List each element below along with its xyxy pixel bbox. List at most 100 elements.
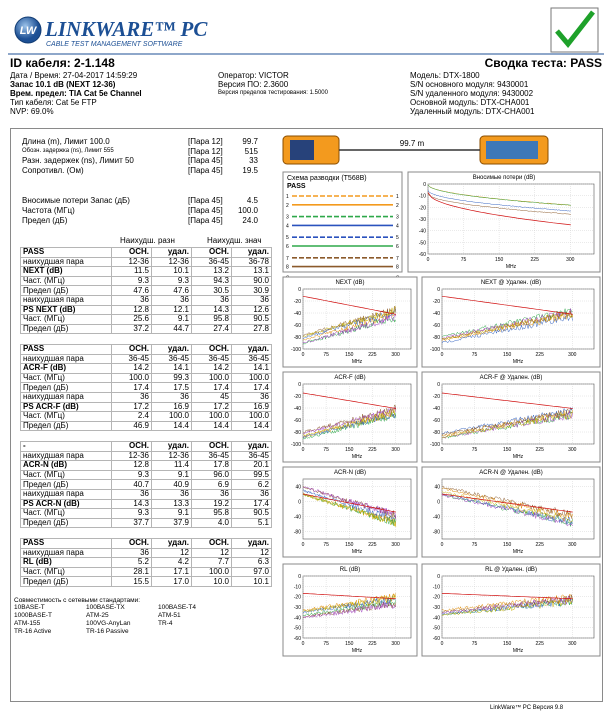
result-cell: 40.7 — [111, 479, 152, 490]
result-cell: удал. — [151, 441, 192, 452]
y-tick-label: -100 — [430, 442, 440, 448]
result-cell: наихудшая пара — [20, 450, 112, 462]
trace — [441, 491, 573, 523]
result-cell: 36-45 — [191, 450, 232, 462]
summary-label: Обозн. задержка (ns), Лимит 555 — [22, 148, 114, 154]
result-cell: 36 — [231, 294, 272, 306]
footer: LinkWare™ PC Версия 9.8 — [490, 705, 564, 711]
result-cell: 12.8 — [111, 460, 152, 471]
result-cell: 12 — [191, 547, 232, 559]
result-cell: 12.1 — [151, 304, 192, 316]
result-cell: Предел (дБ) — [20, 479, 112, 490]
pin-left: 8 — [286, 265, 289, 271]
pin-right: 1 — [396, 194, 399, 200]
result-cell: 36 — [151, 391, 192, 403]
summary-pair: [Пара 12] — [188, 147, 223, 156]
summary-value: 100.0 — [237, 206, 258, 215]
trace — [302, 493, 397, 526]
x-tick-label: 75 — [472, 447, 478, 453]
logo-badge — [14, 16, 42, 44]
result-row: наихудшая пара 36 36 45 36 — [20, 391, 272, 403]
result-cell: 14.1 — [231, 363, 272, 374]
result-cell: 37.7 — [111, 517, 152, 529]
result-cell: 12-36 — [151, 450, 192, 462]
result-cell: 9.1 — [151, 314, 192, 325]
result-cell: NEXT (dB) — [20, 266, 112, 277]
result-cell: ОСН. — [111, 538, 152, 549]
y-tick-label: -100 — [291, 347, 301, 353]
result-row: Предел (дБ) 37.2 44.7 27.4 27.8 — [20, 323, 272, 335]
result-cell: 36-45 — [191, 256, 232, 268]
result-cell: 99.3 — [151, 372, 192, 384]
x-tick-label: 300 — [568, 641, 577, 647]
result-cell: Част. (МГц) — [20, 508, 112, 519]
standard: 10BASE-T — [14, 604, 45, 611]
trace — [303, 404, 397, 434]
trace — [302, 489, 397, 521]
y-tick-label: -10 — [294, 584, 301, 590]
summary-label: Разн. задержек (ns), Лимит 50 — [22, 156, 134, 165]
x-tick-label: 300 — [391, 352, 400, 358]
x-tick-label: 0 — [427, 257, 430, 263]
summary-value: 515 — [244, 147, 258, 156]
x-tick-label: 225 — [368, 352, 377, 358]
result-cell: PASS — [20, 247, 112, 258]
result-cell: 17.2 — [191, 401, 232, 413]
graph-box — [407, 171, 601, 273]
y-tick-label: -80 — [294, 335, 301, 341]
result-cell: 30.5 — [191, 285, 232, 296]
trace — [441, 410, 573, 439]
x-axis-label: MHz — [513, 648, 524, 654]
x-tick-label: 150 — [503, 352, 512, 358]
result-cell: PASS — [20, 538, 112, 549]
trace — [302, 493, 397, 528]
pin-left: 5 — [286, 235, 289, 241]
result-cell: 47.6 — [151, 285, 192, 296]
result-row: Предел (дБ) 15.5 17.0 10.0 10.1 — [20, 576, 272, 587]
result-cell: 95.8 — [191, 508, 232, 519]
wiremap-title: Схема разводки (T568B) — [287, 175, 367, 182]
trace — [441, 594, 573, 613]
result-cell: 17.5 — [151, 382, 192, 393]
y-tick-label: -60 — [433, 418, 440, 424]
result-cell: 36 — [111, 294, 152, 306]
result-cell: ОСН. — [191, 344, 232, 355]
result-cell: 15.5 — [111, 576, 152, 587]
pin-right: 8 — [396, 265, 399, 271]
x-axis-label: MHz — [513, 454, 524, 460]
result-cell: Предел (дБ) — [20, 285, 112, 296]
y-tick-label: -40 — [433, 311, 440, 317]
result-cell: 14.4 — [151, 420, 192, 432]
pin-right: 7 — [396, 256, 399, 262]
pin-right: 3 — [396, 215, 399, 221]
result-row: Предел (дБ) 46.9 14.4 14.4 14.4 — [20, 420, 272, 432]
result-cell: Предел (дБ) — [20, 576, 112, 587]
info-line: Удаленный модуль: DTX-CHA001 — [410, 107, 535, 116]
result-cell: 97.0 — [231, 566, 272, 578]
result-row: Част. (МГц) 25.6 9.1 95.8 90.5 — [20, 314, 272, 325]
trace — [427, 184, 571, 206]
y-tick-label: -10 — [433, 584, 440, 590]
result-cell: 17.4 — [231, 382, 272, 393]
y-tick-label: -40 — [294, 615, 301, 621]
result-cell: 14.3 — [191, 304, 232, 316]
result-cell: 4.2 — [151, 557, 192, 568]
result-cell: наихудшая пара — [20, 547, 112, 559]
x-tick-label: 75 — [323, 447, 329, 453]
x-tick-label: 0 — [441, 542, 444, 548]
result-row: Част. (МГц) 9.3 9.1 95.8 90.5 — [20, 508, 272, 519]
result-row: наихудшая пара 12-36 12-36 36-45 36-78 — [20, 256, 272, 268]
result-cell: 36-45 — [231, 450, 272, 462]
standards-title: Совместимость с сетевыми стандартами: — [14, 597, 141, 604]
result-cell: 44.7 — [151, 323, 192, 335]
result-cell: 16.9 — [151, 401, 192, 413]
pin-left: 6 — [286, 244, 289, 250]
x-axis-label: MHz — [352, 454, 363, 460]
result-cell: 9.3 — [111, 508, 152, 519]
result-cell: 100.0 — [191, 566, 232, 578]
result-cell: 90.5 — [231, 314, 272, 325]
x-tick-label: 300 — [568, 447, 577, 453]
summary-pair: [Пара 45] — [188, 216, 223, 225]
standard: TR-16 Passive — [86, 628, 129, 635]
x-axis-label: MHz — [513, 359, 524, 365]
